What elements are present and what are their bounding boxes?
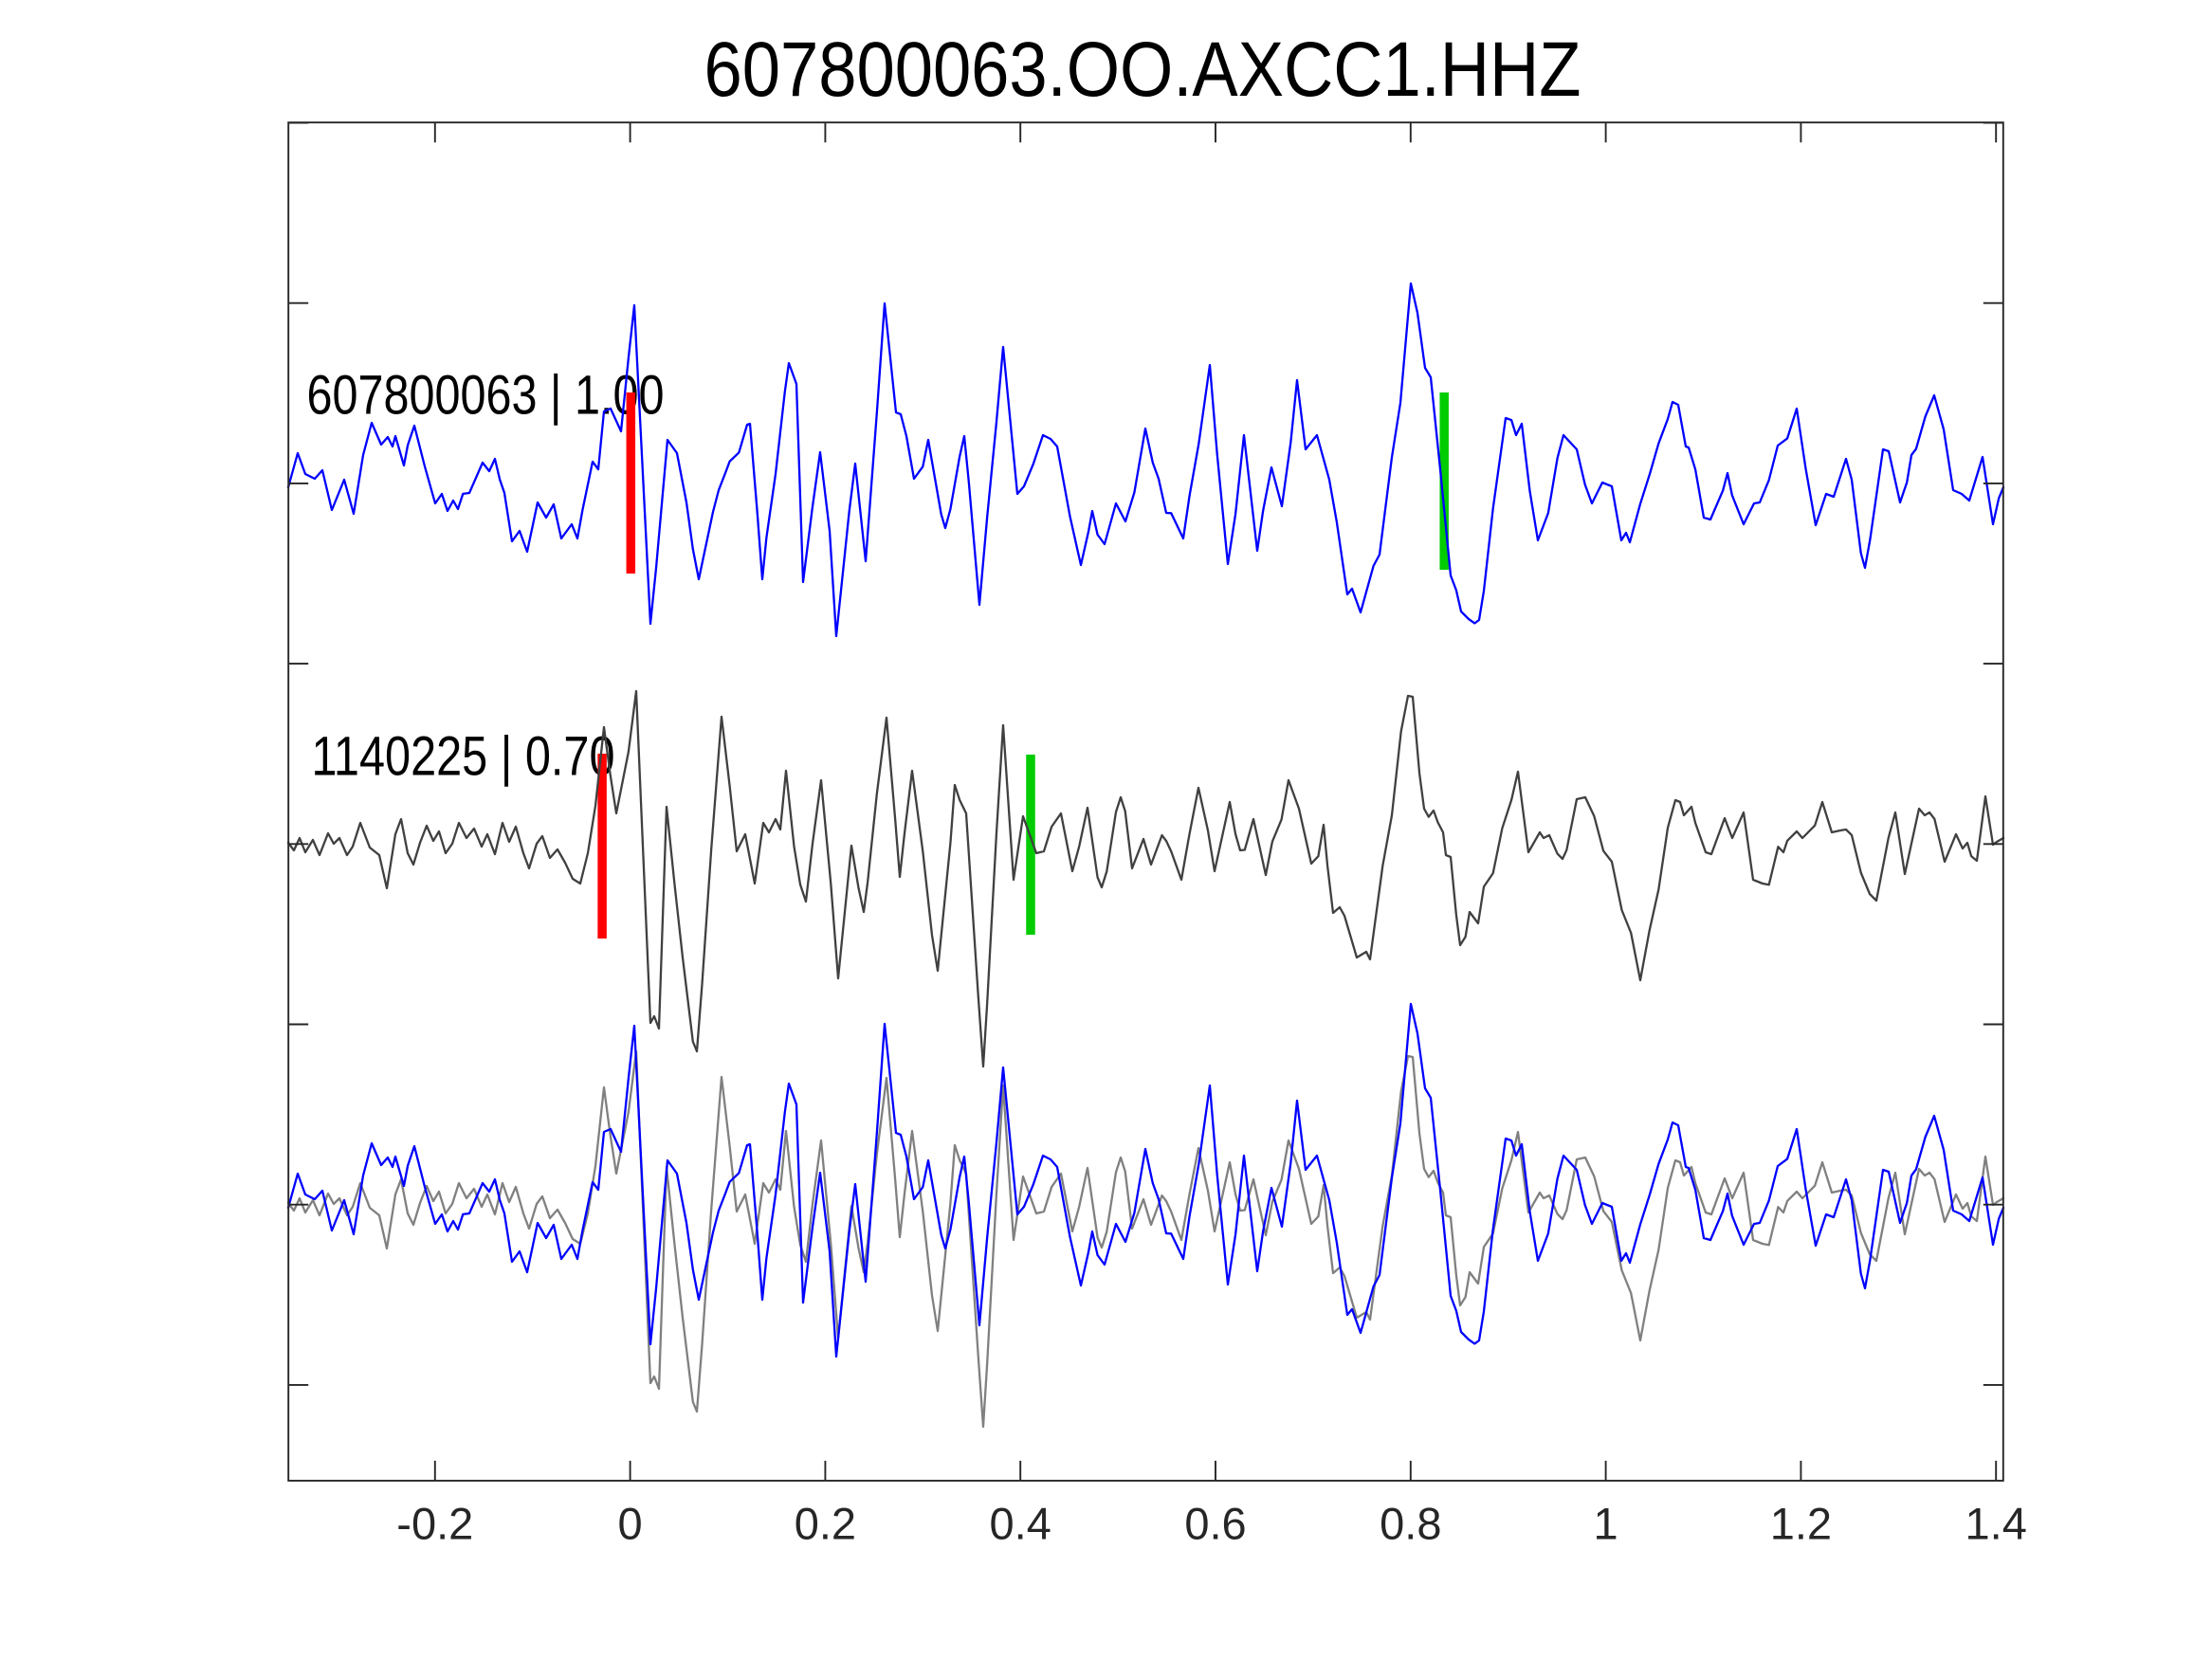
svg-text:1.2: 1.2 (1770, 1498, 1832, 1548)
svg-text:0.2: 0.2 (795, 1498, 856, 1548)
svg-text:0: 0 (618, 1498, 643, 1548)
svg-text:607800063 | 1.00: 607800063 | 1.00 (307, 365, 665, 427)
svg-text:1.4: 1.4 (1965, 1498, 2027, 1548)
svg-text:1140225 | 0.70: 1140225 | 0.70 (312, 726, 615, 788)
svg-text:0.4: 0.4 (990, 1498, 1051, 1548)
svg-text:0.8: 0.8 (1380, 1498, 1441, 1548)
svg-text:607800063.OO.AXCC1.HHZ: 607800063.OO.AXCC1.HHZ (704, 27, 1581, 113)
svg-text:-0.2: -0.2 (396, 1498, 473, 1548)
svg-text:0.6: 0.6 (1184, 1498, 1246, 1548)
svg-text:1: 1 (1594, 1498, 1618, 1548)
